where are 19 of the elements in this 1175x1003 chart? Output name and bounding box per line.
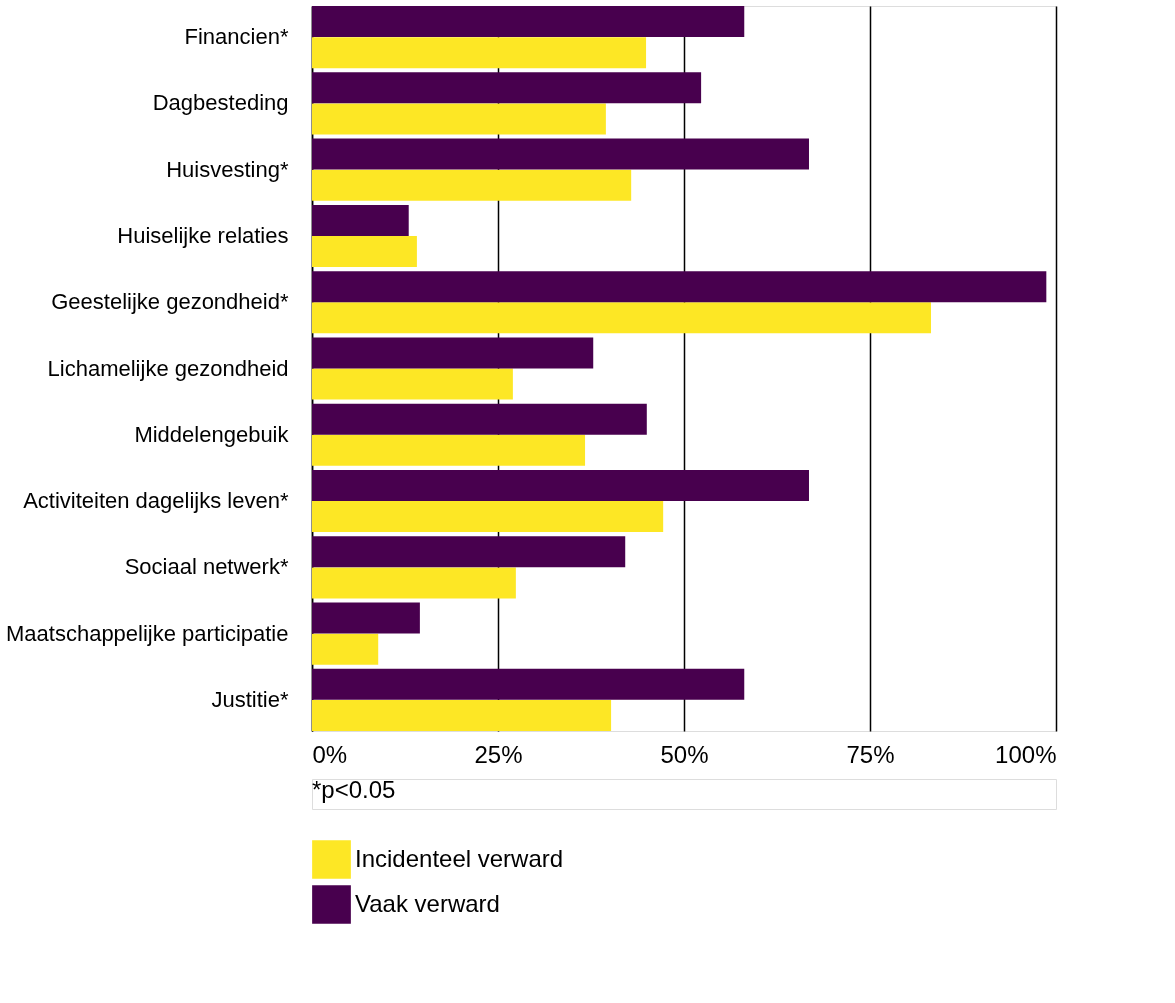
y-tick-label: Maatschappelijke participatie [6, 620, 289, 646]
y-tick-label: Huiselijke relaties [117, 222, 289, 248]
y-tick-label: Sociaal netwerk* [124, 554, 289, 580]
legend-label: Incidenteel verward [355, 844, 564, 872]
y-tick-label: Financien* [184, 24, 289, 50]
y-tick-label: Dagbesteding [152, 90, 289, 116]
y-tick-label: Lichamelijke gezondheid [47, 355, 289, 381]
x-tick-label: 50% [660, 740, 709, 768]
y-tick-label: Activiteiten dagelijks leven* [23, 488, 289, 514]
y-tick-label: Justitie* [211, 686, 289, 712]
x-tick-label: 100% [995, 740, 1057, 768]
y-tick-label: Middelengebuik [134, 421, 290, 447]
x-tick-label: 0% [312, 740, 348, 768]
text: *p<0.05 [312, 776, 396, 803]
y-tick-label: Huisvesting* [166, 156, 289, 182]
x-tick-label: 75% [846, 740, 895, 768]
y-tick-label: Geestelijke gezondheid* [51, 289, 289, 315]
legend-label: Vaak verward [355, 889, 500, 917]
x-tick-label: 25% [474, 740, 523, 768]
